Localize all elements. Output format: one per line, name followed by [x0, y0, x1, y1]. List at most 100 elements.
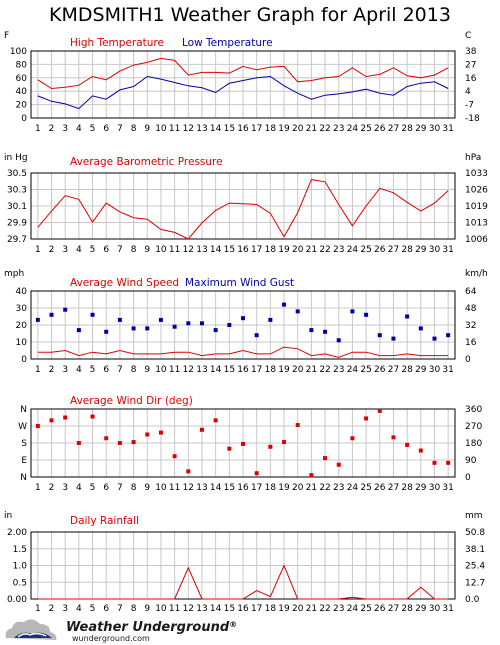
x-tick-label: 17 — [251, 483, 262, 493]
x-tick-label: 12 — [183, 124, 194, 134]
data-point — [254, 333, 259, 338]
x-tick-label: 5 — [90, 365, 96, 375]
x-tick-label: 9 — [144, 483, 150, 493]
y-unit-left: mph — [4, 269, 24, 279]
x-tick-label: 29 — [415, 124, 427, 134]
y-tick-label-right: 16 — [465, 74, 477, 84]
x-tick-label: 27 — [388, 604, 399, 614]
y-tick-label-right: 270 — [465, 422, 482, 432]
x-tick-label: 8 — [131, 124, 137, 134]
x-tick-label: 10 — [155, 483, 167, 493]
y-tick-label-left: 0 — [21, 355, 27, 365]
data-point — [323, 456, 328, 461]
x-tick-label: 22 — [319, 365, 330, 375]
data-point — [104, 436, 109, 441]
data-point — [104, 329, 109, 334]
x-tick-label: 22 — [319, 245, 330, 255]
x-tick-label: 15 — [224, 245, 235, 255]
series-line — [37, 179, 449, 240]
legend-label: Daily Rainfall — [70, 515, 139, 527]
x-tick-label: 25 — [360, 245, 371, 255]
y-tick-label-right: 38 — [465, 47, 477, 57]
x-tick-label: 14 — [210, 365, 222, 375]
y-tick-label-right: 1006 — [465, 235, 488, 245]
x-tick-label: 29 — [415, 604, 427, 614]
x-tick-label: 16 — [237, 365, 249, 375]
x-tick-label: 4 — [76, 604, 82, 614]
x-tick-label: 17 — [251, 365, 262, 375]
x-tick-label: 1 — [35, 365, 41, 375]
x-tick-label: 30 — [429, 365, 441, 375]
data-point — [309, 328, 314, 333]
x-tick-label: 11 — [169, 245, 180, 255]
data-point — [268, 444, 273, 449]
data-point — [145, 432, 150, 437]
x-tick-label: 12 — [183, 483, 194, 493]
x-tick-label: 20 — [292, 604, 304, 614]
x-tick-label: 7 — [117, 124, 123, 134]
x-tick-label: 31 — [442, 365, 453, 375]
y-tick-label-left: 30.5 — [7, 169, 27, 179]
y-tick-label-right: 64 — [465, 287, 477, 297]
x-tick-label: 4 — [76, 365, 82, 375]
data-point — [213, 328, 218, 333]
y-tick-label-right: 12.7 — [465, 578, 485, 588]
data-point — [145, 326, 150, 331]
y-tick-label-right: 4 — [465, 87, 471, 97]
data-point — [241, 441, 245, 446]
x-tick-label: 21 — [306, 124, 317, 134]
x-tick-label: 15 — [224, 604, 235, 614]
x-tick-label: 27 — [388, 245, 399, 255]
data-point — [227, 446, 232, 451]
x-tick-label: 14 — [210, 604, 222, 614]
data-point — [309, 473, 314, 478]
x-tick-label: 24 — [347, 604, 359, 614]
y-tick-label-right: 48 — [465, 304, 477, 314]
y-tick-label-left: 100 — [10, 47, 27, 57]
x-tick-label: 14 — [210, 124, 222, 134]
data-point — [241, 316, 245, 321]
x-tick-label: 30 — [429, 483, 441, 493]
x-tick-label: 6 — [103, 365, 109, 375]
x-tick-label: 12 — [183, 245, 194, 255]
x-tick-label: 26 — [374, 604, 386, 614]
data-point — [295, 309, 300, 314]
data-point — [90, 414, 95, 419]
y-tick-label-right: 1033 — [465, 169, 488, 179]
x-tick-label: 30 — [429, 245, 441, 255]
x-tick-label: 15 — [224, 483, 235, 493]
y-tick-label-left: 1.0 — [13, 562, 28, 572]
x-tick-label: 12 — [183, 365, 194, 375]
x-tick-label: 2 — [49, 365, 55, 375]
y-tick-label-right: 38.1 — [465, 545, 485, 555]
x-tick-label: 23 — [333, 245, 344, 255]
x-tick-label: 24 — [347, 365, 359, 375]
x-tick-label: 23 — [333, 365, 344, 375]
y-tick-label-left: N — [20, 405, 27, 415]
data-point — [350, 436, 355, 441]
data-point — [432, 460, 437, 465]
data-point — [117, 317, 122, 322]
data-point — [199, 321, 204, 326]
y-tick-label-left: 2.00 — [7, 528, 27, 538]
x-tick-label: 16 — [237, 124, 249, 134]
y-tick-label-left: 0.5 — [13, 578, 27, 588]
y-tick-label-right: 27 — [465, 60, 476, 70]
plot-frame — [30, 172, 456, 240]
x-tick-label: 16 — [237, 245, 249, 255]
y-tick-label-left: 0 — [21, 114, 27, 124]
x-tick-label: 8 — [131, 245, 137, 255]
x-tick-label: 8 — [131, 483, 137, 493]
data-point — [336, 338, 341, 343]
x-tick-label: 14 — [210, 483, 222, 493]
x-tick-label: 27 — [388, 124, 399, 134]
x-tick-label: 19 — [278, 365, 290, 375]
x-tick-label: 9 — [144, 124, 150, 134]
x-tick-label: 6 — [103, 604, 109, 614]
data-point — [432, 336, 437, 341]
y-tick-label-right: 25.4 — [465, 562, 485, 572]
x-tick-label: 19 — [278, 604, 290, 614]
y-tick-label-right: 0 — [465, 473, 471, 483]
x-tick-label: 5 — [90, 483, 96, 493]
x-tick-label: 13 — [196, 365, 207, 375]
